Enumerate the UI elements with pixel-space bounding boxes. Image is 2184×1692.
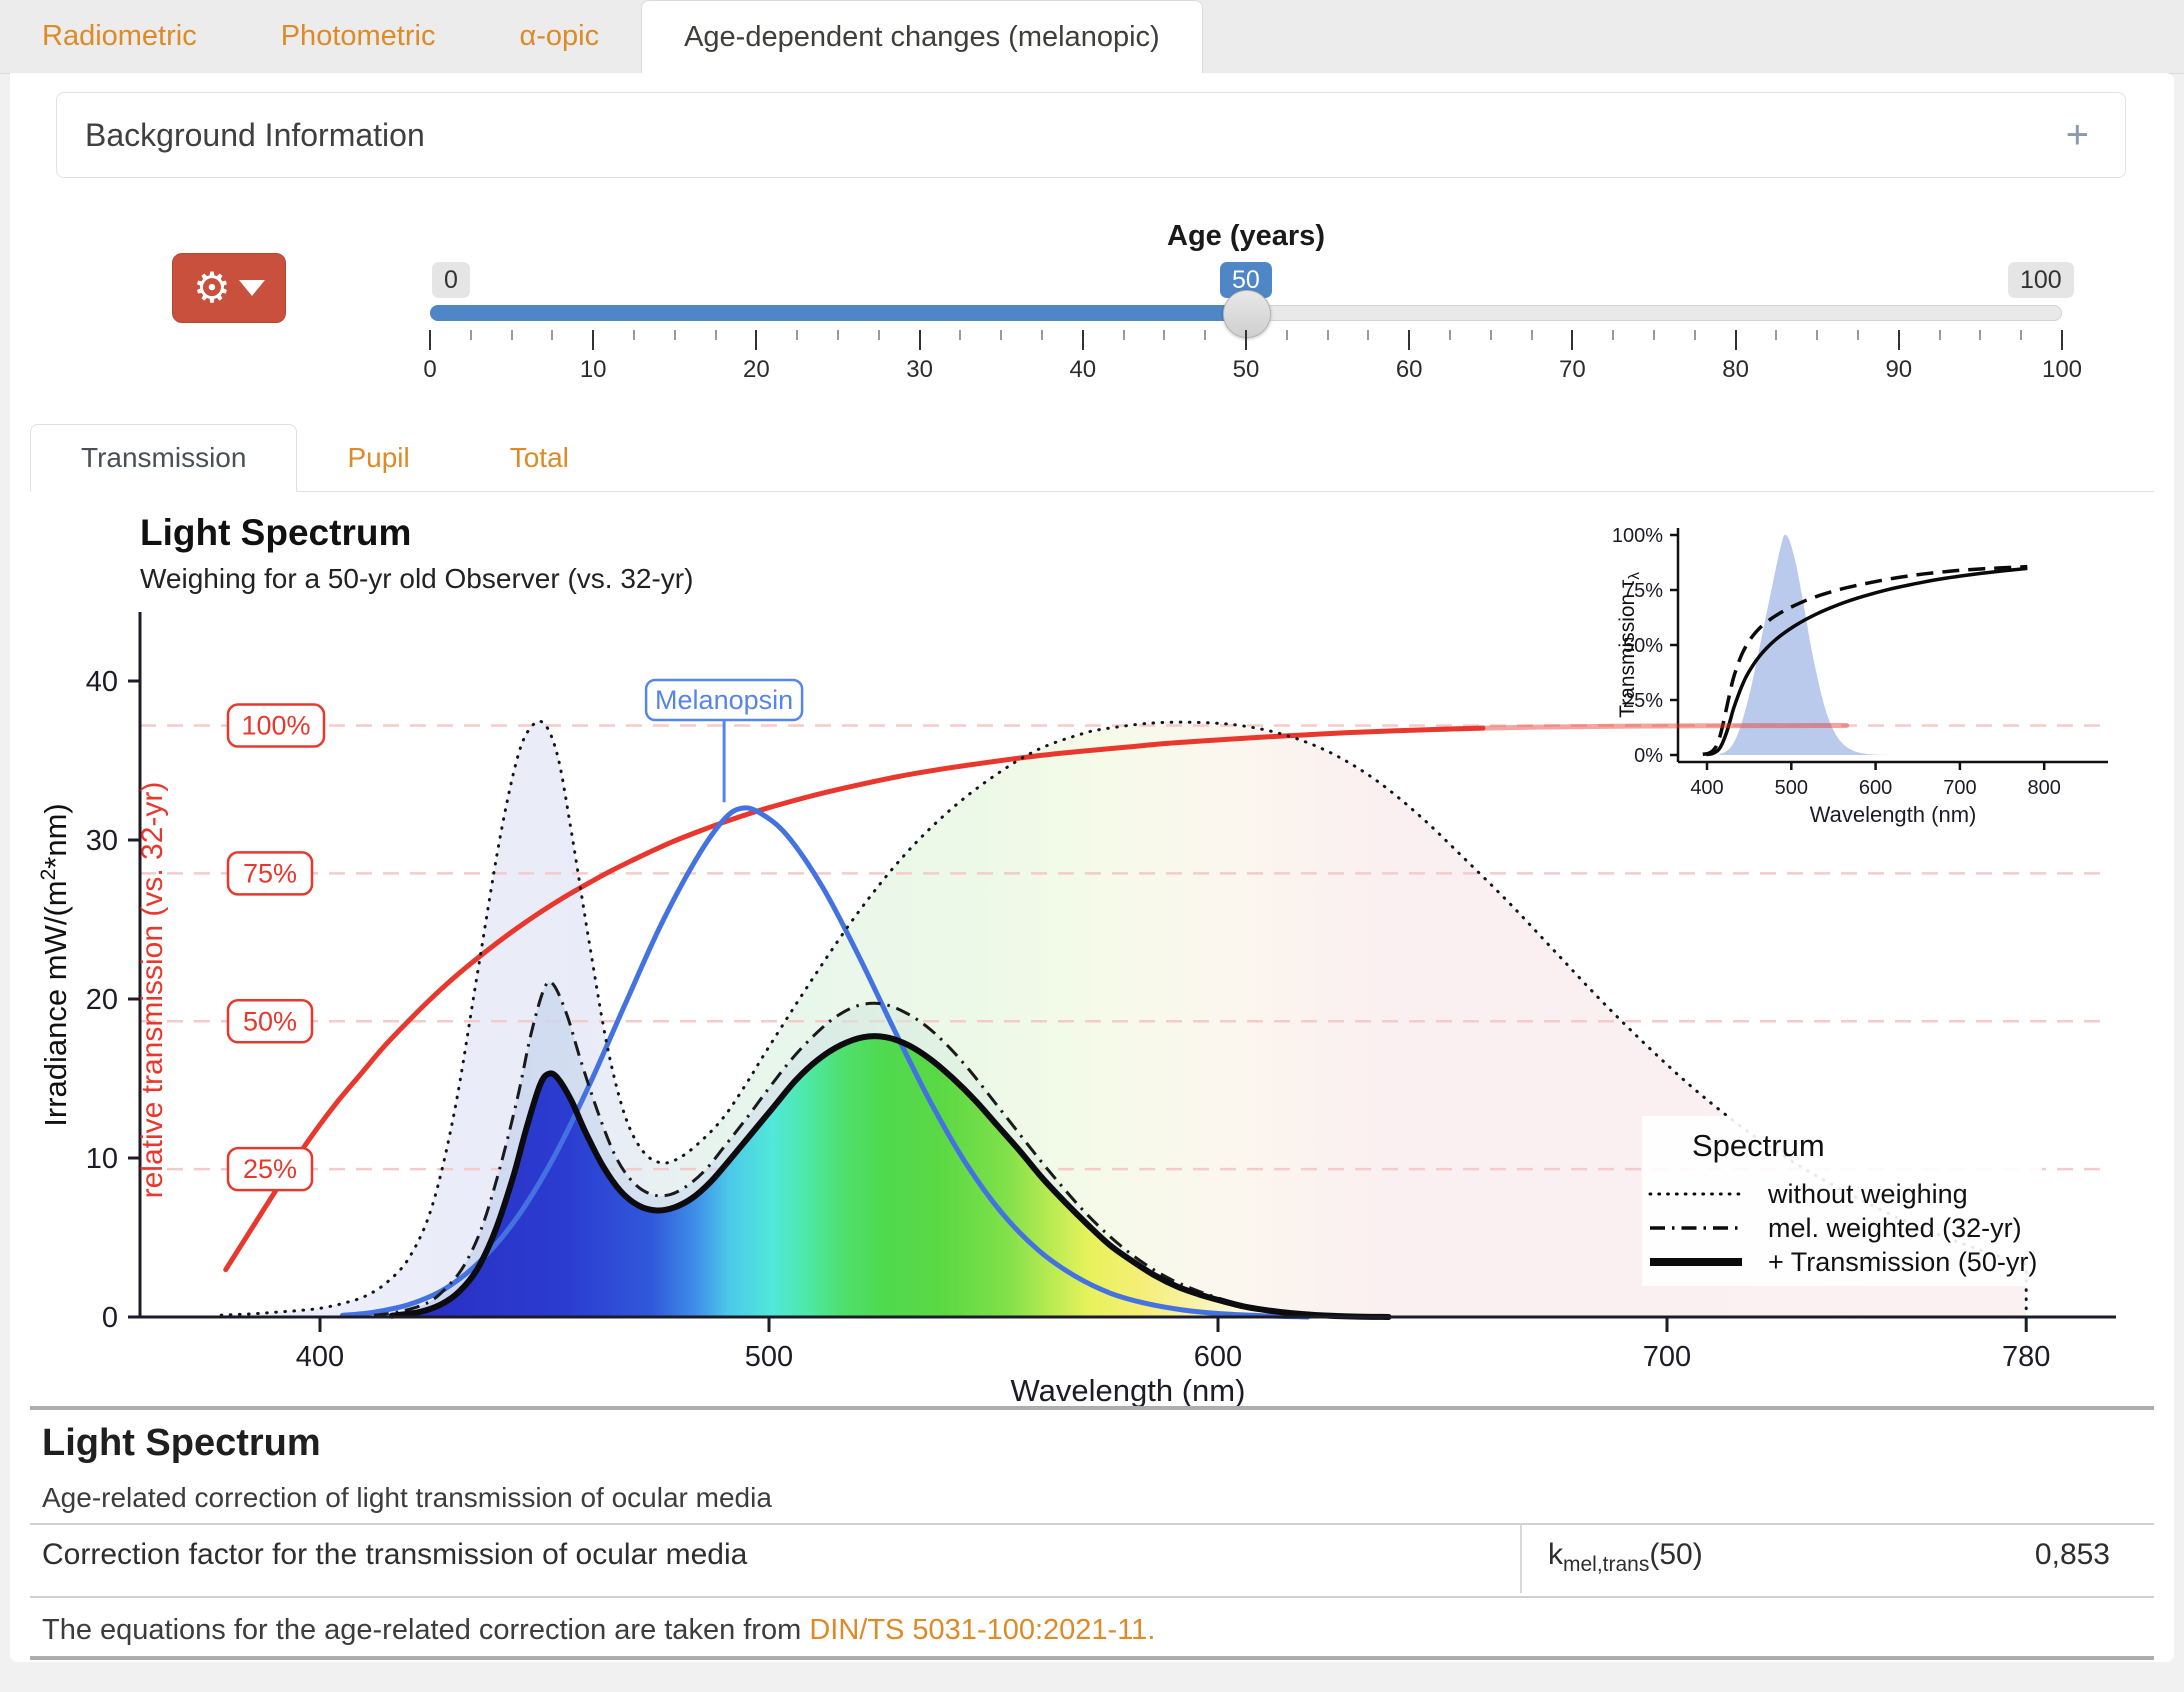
slider-tick: [469, 330, 472, 340]
slider-tick-label: 0: [423, 356, 437, 383]
slider-tick: [1122, 330, 1125, 340]
slider-tick: [1816, 330, 1819, 340]
slider-tick: [918, 330, 921, 350]
slider-tick: [1000, 330, 1003, 340]
gear-icon: ⚙: [193, 264, 231, 311]
subtab-transmission[interactable]: Transmission: [30, 424, 298, 492]
age-slider-scale: 0 10 20 30 40 50 60 70 80 90 100: [423, 322, 2082, 392]
slider-tick: [2061, 330, 2063, 350]
table-rule: [30, 1523, 2154, 1525]
correction-factor-label: Correction factor for the transmission o…: [42, 1538, 748, 1571]
slider-tick: [510, 330, 513, 340]
slider-tick-label: 30: [906, 356, 933, 383]
slider-tick: [1204, 330, 1207, 340]
slider-tick: [633, 330, 635, 340]
age-slider-label: Age (years): [1167, 220, 1325, 252]
age-slider-min-badge: 0: [432, 262, 470, 298]
slider-tick: [1571, 330, 1574, 350]
tab-radiometric[interactable]: Radiometric: [42, 20, 197, 52]
section-divider: [30, 1656, 2154, 1660]
slider-tick: [1041, 330, 1043, 340]
slider-tick-label: 90: [1885, 356, 1913, 383]
slider-tick-label: 10: [579, 356, 607, 383]
slider-tick: [959, 330, 962, 340]
info-section-subtitle: Age-related correction of light transmis…: [42, 1482, 772, 1513]
slider-tick: [1530, 330, 1533, 340]
main-tabbar: Radiometric Photometric α-opic Age-depen…: [0, 0, 2184, 74]
slider-tick: [1612, 330, 1615, 340]
slider-tick: [1449, 330, 1451, 340]
caret-down-icon: [238, 280, 265, 296]
slider-tick: [1285, 330, 1288, 340]
slider-tick: [1408, 330, 1411, 350]
slider-tick: [2020, 330, 2023, 340]
slider-tick: [429, 330, 431, 350]
slider-tick: [1938, 330, 1941, 340]
slider-tick-label: 40: [1069, 356, 1097, 383]
slider-tick: [796, 330, 799, 340]
reference-text: The equations for the age-related correc…: [42, 1614, 1156, 1646]
slider-tick-label: 80: [1722, 356, 1749, 383]
slider-tick: [1897, 330, 1900, 350]
slider-tick: [1653, 330, 1655, 340]
slider-tick: [714, 330, 717, 340]
slider-tick: [1326, 330, 1329, 340]
view-subtabs: Transmission Pupil Total: [30, 424, 2154, 492]
tab-alpha-opic[interactable]: α-opic: [519, 20, 600, 52]
expand-plus-icon[interactable]: +: [2065, 113, 2089, 157]
slider-tick: [1489, 330, 1492, 340]
background-information-title: Background Information: [85, 116, 425, 153]
age-slider-fill: [430, 305, 1246, 321]
slider-tick: [673, 330, 676, 340]
slider-tick: [1693, 330, 1696, 340]
slider-tick: [837, 330, 839, 340]
slider-tick: [1081, 330, 1084, 350]
background-information-panel[interactable]: Background Information +: [56, 92, 2126, 178]
slider-tick: [1734, 330, 1737, 350]
section-divider: [30, 1406, 2154, 1410]
slider-tick: [1163, 330, 1166, 340]
slider-tick: [1775, 330, 1778, 340]
age-slider-max-badge: 100: [2008, 262, 2074, 298]
slider-tick-label: 100: [2041, 356, 2083, 383]
settings-dropdown-button[interactable]: ⚙: [172, 253, 286, 323]
slider-tick: [755, 330, 758, 350]
correction-factor-symbol: kmel,trans(50): [1548, 1538, 1703, 1576]
info-section-title: Light Spectrum: [42, 1422, 321, 1464]
slider-tick-label: 70: [1559, 356, 1586, 383]
correction-factor-value: 0,853: [2034, 1538, 2110, 1571]
age-slider-handle[interactable]: [1223, 290, 1271, 338]
slider-tick-label: 20: [743, 356, 770, 383]
slider-tick: [1857, 330, 1859, 340]
subtab-pupil[interactable]: Pupil: [347, 441, 410, 473]
tab-age-dependent-changes[interactable]: Age-dependent changes (melanopic): [641, 0, 1203, 74]
slider-tick-label: 50: [1232, 356, 1260, 383]
slider-tick: [1979, 330, 1982, 340]
slider-tick: [1245, 330, 1247, 350]
din-ts-link[interactable]: DIN/TS 5031-100:2021-11.: [809, 1614, 1156, 1646]
slider-tick: [551, 330, 554, 340]
subtab-total[interactable]: Total: [509, 441, 569, 473]
age-slider-value-badge: 50: [1220, 262, 1272, 298]
table-rule: [30, 1596, 2154, 1598]
slider-tick-label: 60: [1395, 356, 1423, 383]
tab-photometric[interactable]: Photometric: [280, 20, 436, 52]
table-column-divider: [1520, 1525, 1522, 1593]
slider-tick: [1367, 330, 1370, 340]
slider-tick: [877, 330, 880, 340]
slider-tick: [592, 330, 595, 350]
